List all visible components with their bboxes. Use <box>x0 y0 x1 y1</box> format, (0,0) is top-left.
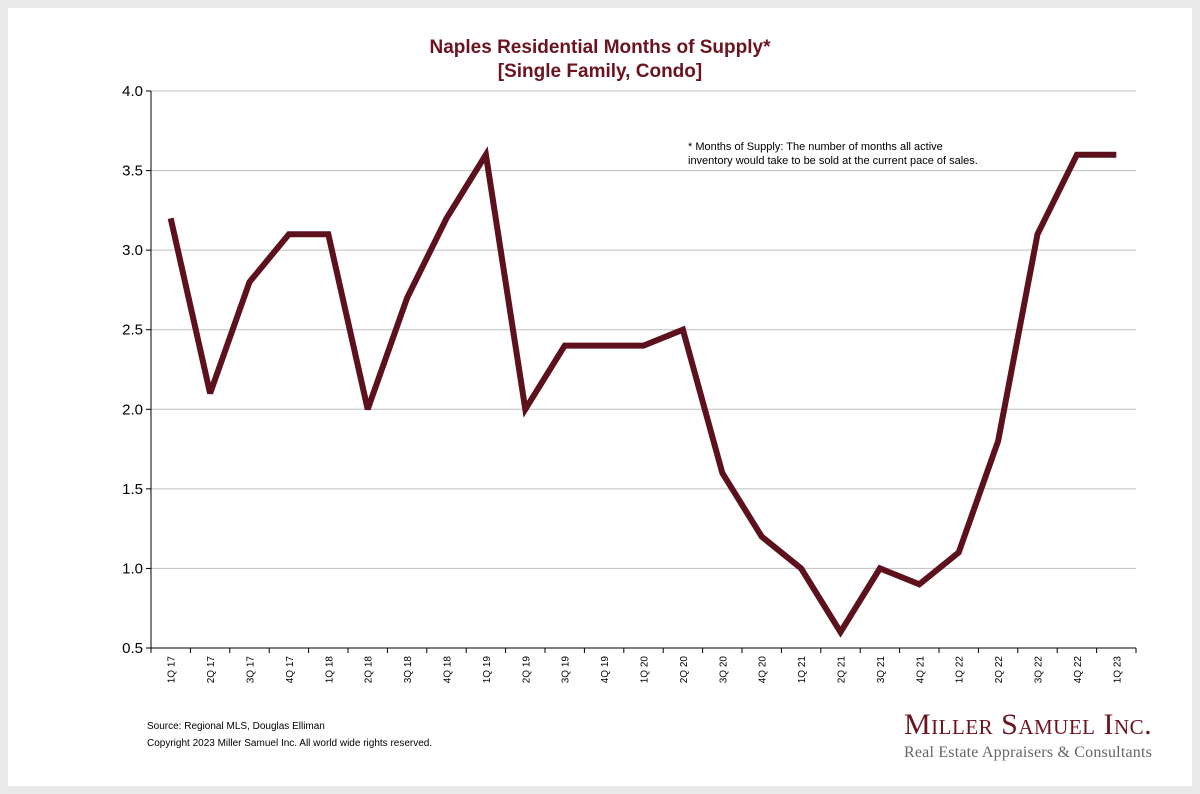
x-tick-label: 4Q 20 <box>758 656 769 684</box>
chart-title: Naples Residential Months of Supply* <box>429 37 771 58</box>
logo-tagline: Real Estate Appraisers & Consultants <box>904 744 1153 761</box>
y-tick-label: 2.0 <box>122 401 143 418</box>
x-tick-label: 1Q 20 <box>640 656 651 684</box>
x-tick-label: 2Q 17 <box>206 656 217 684</box>
x-tick-label: 4Q 18 <box>443 656 454 684</box>
y-tick-label: 1.5 <box>122 481 143 498</box>
source-text: Source: Regional MLS, Douglas Elliman <box>147 721 325 732</box>
x-tick-label: 3Q 20 <box>718 656 729 684</box>
x-tick-label: 4Q 17 <box>285 656 296 684</box>
y-tick-label: 0.5 <box>122 640 143 657</box>
x-tick-label: 4Q 21 <box>915 656 926 684</box>
x-tick-label: 3Q 17 <box>246 656 257 684</box>
series-line <box>167 146 1117 638</box>
x-tick-label: 2Q 22 <box>994 656 1005 684</box>
logo-name: Miller Samuel Inc. <box>904 708 1153 741</box>
y-tick-label: 1.0 <box>122 560 143 577</box>
x-tick-label: 4Q 22 <box>1073 656 1084 684</box>
chart-subtitle: [Single Family, Condo] <box>497 61 703 82</box>
x-tick-label: 1Q 18 <box>324 656 335 684</box>
y-tick-label: 2.5 <box>122 322 143 339</box>
x-tick-label: 1Q 19 <box>482 656 493 684</box>
copyright-text: Copyright 2023 Miller Samuel Inc. All wo… <box>147 738 433 749</box>
x-tick-label: 1Q 17 <box>167 656 178 684</box>
y-tick-label: 3.0 <box>122 242 143 259</box>
y-tick-label: 4.0 <box>122 83 143 100</box>
x-tick-label: 1Q 22 <box>955 656 966 684</box>
x-tick-label: 3Q 22 <box>1034 656 1045 684</box>
x-tick-label: 2Q 18 <box>364 656 375 684</box>
x-tick-label: 4Q 19 <box>600 656 611 684</box>
y-tick-label: 3.5 <box>122 163 143 180</box>
x-tick-label: 1Q 23 <box>1112 656 1123 684</box>
x-tick-label: 2Q 21 <box>837 656 848 684</box>
x-tick-label: 2Q 20 <box>679 656 690 684</box>
x-tick-label: 3Q 19 <box>561 656 572 684</box>
x-tick-label: 1Q 21 <box>797 656 808 684</box>
company-logo: Miller Samuel Inc. Real Estate Appraiser… <box>904 708 1152 764</box>
annotation-line: inventory would take to be sold at the c… <box>688 155 978 167</box>
chart-annotation: * Months of Supply: The number of months… <box>688 140 978 168</box>
x-tick-label: 3Q 21 <box>876 656 887 684</box>
annotation-line: * Months of Supply: The number of months… <box>688 141 943 153</box>
chart-card <box>8 8 1192 786</box>
x-tick-label: 3Q 18 <box>403 656 414 684</box>
chart-footer: Source: Regional MLS, Douglas Elliman Co… <box>147 718 432 752</box>
x-tick-label: 2Q 19 <box>521 656 532 684</box>
